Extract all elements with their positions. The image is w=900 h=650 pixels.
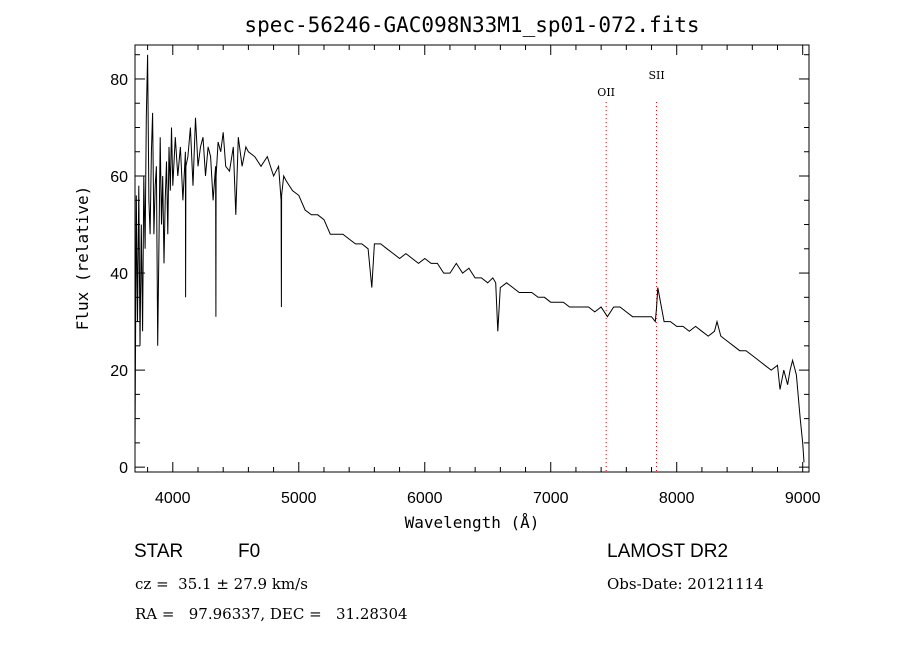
y-tick-label: 0: [119, 460, 128, 477]
x-tick-label: 7000: [533, 490, 569, 507]
spectral-line-markers: OII SII: [597, 69, 665, 472]
chart-title: spec-56246-GAC098N33M1_sp01-072.fits: [244, 13, 699, 37]
survey-name: LAMOST DR2: [607, 541, 729, 562]
y-tick-label: 20: [110, 363, 128, 380]
x-tick-label: 8000: [659, 490, 695, 507]
y-axis-title: Flux (relative): [73, 186, 92, 331]
x-tick-label: 9000: [785, 490, 821, 507]
object-subclass: F0: [238, 541, 261, 562]
x-tick-label: 6000: [407, 490, 443, 507]
x-tick-label: 5000: [281, 490, 317, 507]
y-tick-label: 60: [110, 169, 128, 186]
x-tick-label: 4000: [155, 490, 191, 507]
y-axis: 0 20 40 60 80: [110, 54, 809, 477]
marker-label-oii: OII: [597, 86, 615, 99]
coordinates-readout: RA = 97.96337, DEC = 31.28304: [135, 605, 408, 623]
redshift-readout: cz = 35.1 ± 27.9 km/s: [135, 575, 308, 593]
x-axis-title: Wavelength (Å): [405, 513, 540, 532]
marker-label-sii: SII: [648, 69, 664, 82]
x-axis: 4000 5000 6000 7000 8000 9000: [147, 45, 821, 507]
plot-frame: [134, 44, 810, 473]
obs-date: Obs-Date: 20121114: [607, 575, 764, 593]
y-tick-label: 80: [110, 72, 128, 89]
object-class: STAR: [134, 541, 184, 562]
y-tick-label: 40: [110, 266, 128, 283]
spectrum-line: [134, 54, 805, 463]
